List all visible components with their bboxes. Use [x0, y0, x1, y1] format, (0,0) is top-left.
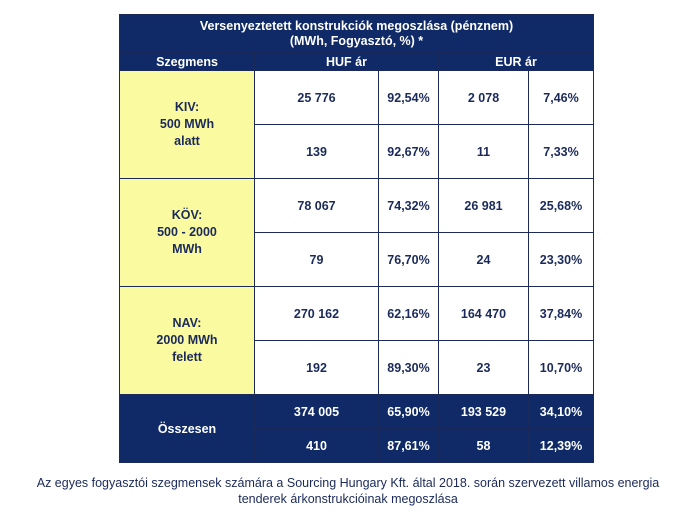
segment-label-line: 2000 MWh: [156, 333, 218, 347]
total-huf-percent: 87,61%: [378, 428, 439, 463]
eur-value: 26 981: [438, 178, 529, 233]
segment-nav-label: NAV: 2000 MWh felett: [119, 286, 255, 395]
total-huf-value: 410: [254, 428, 379, 463]
eur-value: 24: [438, 232, 529, 287]
total-huf-value: 374 005: [254, 394, 379, 429]
huf-header: HUF ár: [254, 52, 439, 71]
table-title: Versenyeztetett konstrukciók megoszlása …: [118, 14, 595, 53]
table-row: 139 92,67% 11 7,33%: [120, 124, 595, 179]
segment-header: Szegmens: [119, 52, 255, 71]
huf-percent: 76,70%: [378, 232, 439, 287]
eur-percent: 25,68%: [527, 178, 595, 233]
huf-percent: 92,67%: [378, 124, 439, 179]
total-row: 410 87,61% 58 12,39%: [120, 428, 595, 463]
segment-label-line: 500 MWh: [159, 117, 215, 131]
table-row: 192 89,30% 23 10,70%: [120, 340, 595, 395]
caption-line2: tenderek árkonstrukcióinak megoszlása: [238, 492, 458, 506]
segment-label-line: KIV:: [174, 100, 200, 114]
total-eur-percent: 12,39%: [527, 428, 595, 463]
huf-value: 79: [254, 232, 379, 287]
total-huf-percent: 65,90%: [378, 394, 439, 429]
segment-label-line: KÖV:: [171, 208, 203, 222]
table-row: KIV: 500 MWh alatt 25 776 92,54% 2 078 7…: [119, 70, 595, 179]
table-row: KÖV: 500 - 2000 MWh 78 067 74,32% 26 981…: [119, 178, 595, 287]
eur-header: EUR ár: [437, 52, 595, 71]
eur-value: 164 470: [438, 286, 529, 341]
segment-kov-label: KÖV: 500 - 2000 MWh: [119, 178, 255, 287]
table-title-line2: (MWh, Fogyasztó, %) *: [289, 33, 424, 48]
eur-value: 23: [438, 340, 529, 395]
table-row: NAV: 2000 MWh felett 270 162 62,16% 164 …: [119, 286, 595, 395]
huf-percent: 89,30%: [378, 340, 439, 395]
segment-label-line: MWh: [172, 242, 202, 256]
segment-label-line: alatt: [174, 134, 200, 148]
eur-percent: 37,84%: [527, 286, 595, 341]
segment-label-line: NAV:: [172, 316, 202, 330]
total-eur-value: 58: [438, 428, 529, 463]
table-row: 79 76,70% 24 23,30%: [120, 232, 595, 287]
huf-percent: 62,16%: [378, 286, 439, 341]
huf-value: 25 776: [254, 70, 379, 125]
eur-value: 2 078: [438, 70, 529, 125]
eur-percent: 23,30%: [527, 232, 595, 287]
table-caption: Az egyes fogyasztói szegmensek számára a…: [0, 475, 696, 507]
total-label: Összesen: [119, 394, 255, 463]
huf-value: 78 067: [254, 178, 379, 233]
huf-percent: 92,54%: [378, 70, 439, 125]
construction-distribution-table: Versenyeztetett konstrukciók megoszlása …: [118, 14, 595, 463]
segment-label-line: felett: [172, 350, 202, 364]
total-row: Összesen 374 005 65,90% 193 529 34,10%: [119, 394, 595, 463]
caption-line1: Az egyes fogyasztói szegmensek számára a…: [36, 476, 660, 490]
eur-percent: 7,33%: [527, 124, 595, 179]
huf-value: 192: [254, 340, 379, 395]
table-title-line1: Versenyeztetett konstrukciók megoszlása …: [199, 18, 514, 33]
eur-percent: 10,70%: [527, 340, 595, 395]
huf-value: 139: [254, 124, 379, 179]
total-eur-percent: 34,10%: [527, 394, 595, 429]
eur-value: 11: [438, 124, 529, 179]
huf-value: 270 162: [254, 286, 379, 341]
huf-percent: 74,32%: [378, 178, 439, 233]
segment-label-line: 500 - 2000: [157, 225, 217, 239]
total-eur-value: 193 529: [438, 394, 529, 429]
segment-kiv-label: KIV: 500 MWh alatt: [119, 70, 255, 179]
eur-percent: 7,46%: [527, 70, 595, 125]
